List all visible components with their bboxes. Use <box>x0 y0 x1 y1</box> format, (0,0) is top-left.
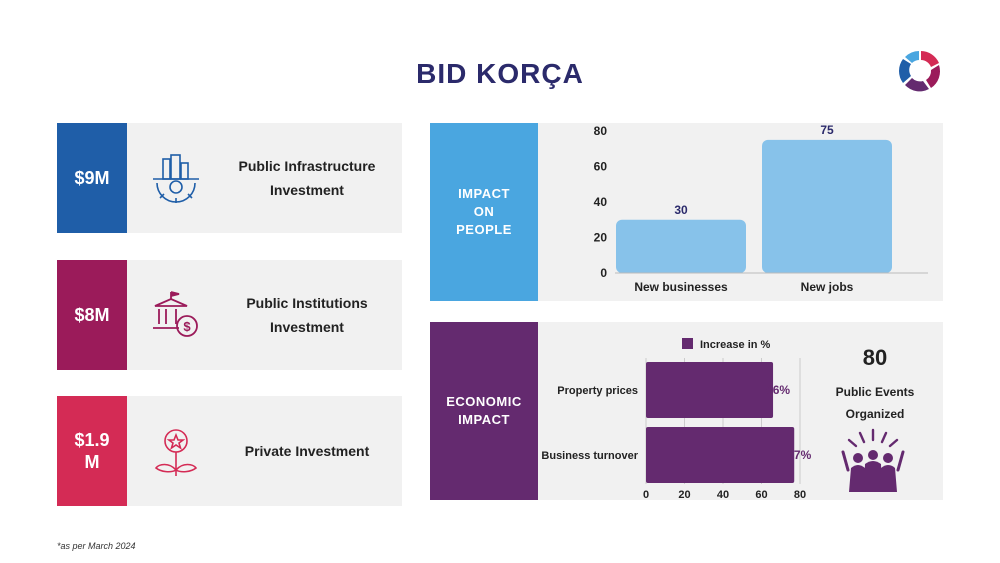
svg-text:$: $ <box>183 319 191 334</box>
legend-label: Increase in % <box>700 339 771 351</box>
events-label: Public Events Organized <box>835 385 915 421</box>
x-tick-label: 20 <box>678 489 690 500</box>
impact-on-people-chart: 0 20 40 60 80 30 New businesses 75 New jobs <box>594 123 928 294</box>
bar <box>646 362 774 418</box>
x-tick-label: 40 <box>717 489 729 500</box>
data-label: 77% <box>787 448 811 462</box>
logo-icon <box>899 51 941 92</box>
y-tick-label: 0 <box>600 266 607 280</box>
data-label: 30 <box>674 203 688 217</box>
infrastructure-label: Public Infrastructure Investment <box>238 157 376 199</box>
y-tick-label: 20 <box>594 231 608 245</box>
y-tick-label: Property prices <box>557 385 638 397</box>
institutions-label: Public Institutions Investment <box>246 294 368 336</box>
city-gear-icon <box>153 154 199 203</box>
y-tick-label: 40 <box>594 195 608 209</box>
bar <box>762 139 892 273</box>
economic-impact-label: ECONOMIC IMPACT <box>430 322 538 500</box>
x-tick-label: New businesses <box>634 280 728 294</box>
bar <box>616 219 746 273</box>
private-value: $1.9 M <box>57 396 127 506</box>
institutions-value: $8M <box>57 260 127 370</box>
impact-on-people-label: IMPACT ON PEOPLE <box>430 123 538 301</box>
infrastructure-value: $9M <box>57 123 127 233</box>
x-tick-label: 80 <box>794 489 806 500</box>
legend-swatch <box>682 338 693 349</box>
x-tick-label: New jobs <box>801 280 854 294</box>
data-label: 66% <box>766 383 790 397</box>
institutions-card: $8M $ Public Institutions Investment <box>57 260 402 370</box>
bank-dollar-icon: $ <box>153 291 198 337</box>
private-label: Private Investment <box>244 442 370 459</box>
economic-impact-chart: 0 20 40 60 80 Increase in % Property prices 66%… <box>541 338 812 500</box>
footnote: *as per March 2024 <box>57 541 136 551</box>
page-title: BID KORÇA <box>416 58 584 89</box>
x-tick-label: 0 <box>643 489 649 500</box>
bar <box>646 427 795 483</box>
flower-star-icon <box>154 429 198 476</box>
x-tick-label: 60 <box>755 489 767 500</box>
data-label: 75 <box>820 123 834 137</box>
celebrating-people-icon <box>841 428 905 492</box>
impact-on-people-panel: IMPACT ON PEOPLE 0 20 40 60 80 30 New businesses… <box>430 123 943 301</box>
y-tick-label: Business turnover <box>541 450 638 462</box>
private-card: $1.9 M Private Investment <box>57 396 402 506</box>
y-tick-label: 60 <box>594 160 608 174</box>
events-count: 80 <box>862 345 888 370</box>
infrastructure-card: $9M Public Infrastructure Investment <box>57 123 402 233</box>
y-tick-label: 80 <box>594 124 608 138</box>
